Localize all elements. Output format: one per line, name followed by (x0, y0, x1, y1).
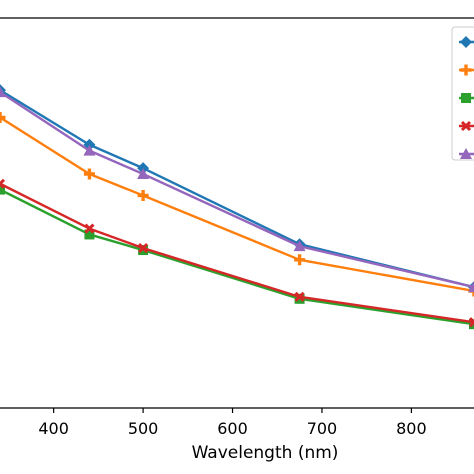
data-point (293, 240, 306, 252)
data-point (0, 184, 5, 195)
data-point (461, 93, 471, 103)
data-point (0, 178, 6, 189)
data-point (460, 148, 472, 159)
data-point (468, 281, 474, 293)
data-point (84, 229, 95, 240)
series-line (0, 88, 474, 289)
data-point (83, 144, 96, 156)
data-point (460, 36, 472, 48)
data-point (84, 223, 95, 234)
series-x (0, 178, 474, 328)
series-diamond (0, 84, 474, 294)
x-tick-label: 500 (128, 419, 159, 438)
data-point (468, 317, 474, 328)
series-square (0, 184, 474, 330)
x-tick-label: 700 (307, 419, 338, 438)
axes: 400 500 600 700 800 (0, 17, 474, 438)
series-group (0, 84, 474, 330)
x-tick-label: 600 (217, 419, 248, 438)
data-point (137, 189, 149, 201)
data-point (137, 168, 150, 179)
data-point (0, 86, 6, 98)
series-triangle (0, 86, 474, 293)
x-tick-label: 800 (396, 419, 427, 438)
data-point (0, 111, 6, 123)
data-point (460, 64, 472, 76)
data-point (138, 243, 149, 254)
series-line (0, 188, 474, 326)
data-point (460, 120, 472, 132)
legend (451, 26, 474, 161)
x-axis-title: Wavelength (nm) (192, 443, 339, 463)
data-point (83, 168, 95, 180)
x-tick-label: 400 (38, 419, 69, 438)
series-line (0, 116, 474, 293)
series-line (0, 90, 474, 289)
series-line (0, 182, 474, 324)
data-point (294, 254, 306, 266)
data-point (294, 291, 305, 302)
